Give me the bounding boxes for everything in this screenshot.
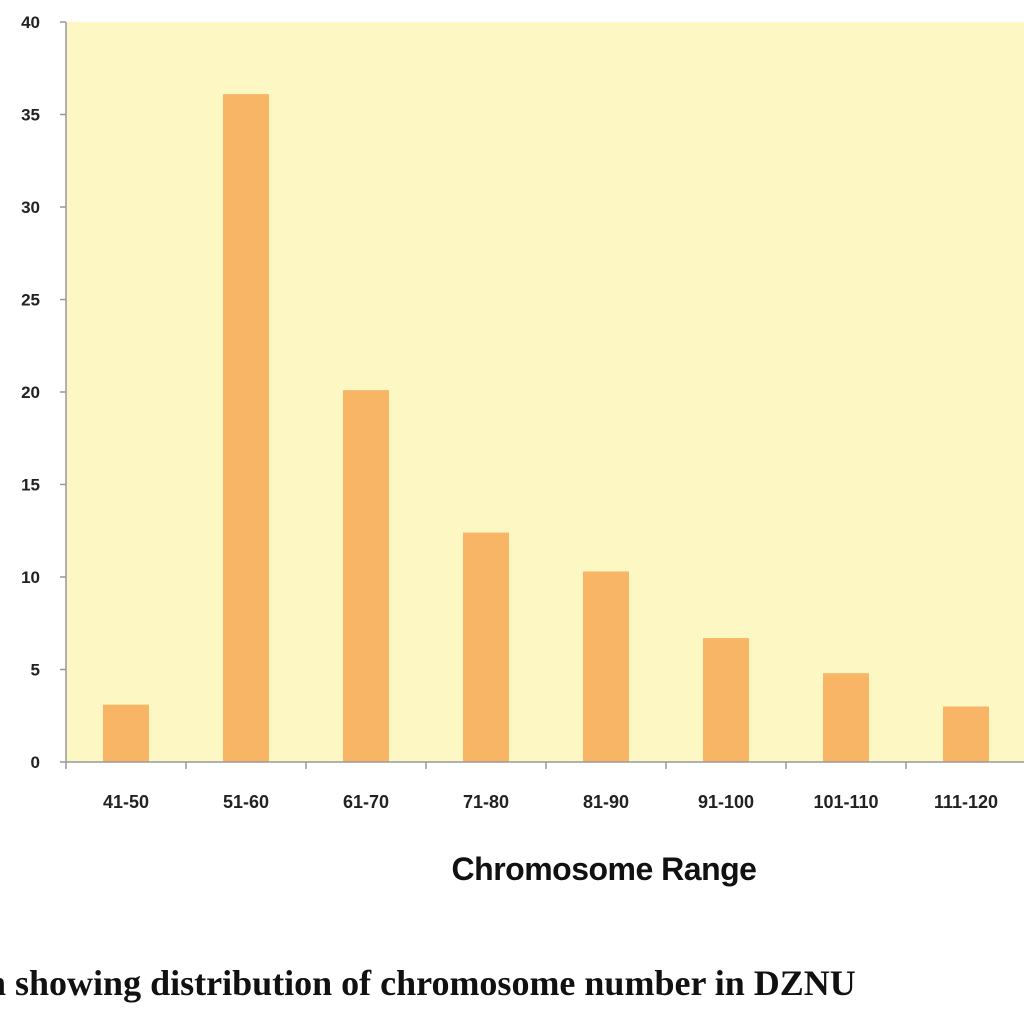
bar-81-90 <box>583 571 629 762</box>
x-axis-label: Chromosome Range <box>452 851 757 887</box>
y-tick-labels: 0 5 10 15 20 25 30 35 40 <box>21 13 40 772</box>
bar-41-50 <box>103 704 149 762</box>
bar-51-60 <box>223 94 269 762</box>
x-tick-label: 41-50 <box>103 792 149 812</box>
x-tick-label: 111-120 <box>934 792 998 812</box>
y-tick-label: 40 <box>21 13 40 32</box>
x-tick-label: 61-70 <box>343 792 389 812</box>
y-tick-label: 10 <box>21 568 40 587</box>
bars <box>103 94 989 762</box>
bar-61-70 <box>343 390 389 762</box>
y-tick-label: 25 <box>21 291 40 310</box>
x-tick-label: 101-110 <box>813 792 878 812</box>
x-tick-label: 71-80 <box>463 792 509 812</box>
y-tick-label: 5 <box>31 661 40 680</box>
bar-101-110 <box>823 673 869 762</box>
y-tick-label: 20 <box>21 383 40 402</box>
plot-area <box>66 22 1024 762</box>
x-tick-label: 51-60 <box>223 792 269 812</box>
bar-71-80 <box>463 532 509 762</box>
y-tick-label: 30 <box>21 198 40 217</box>
figure-caption: h showing distribution of chromosome num… <box>0 963 856 1003</box>
axes <box>60 21 1024 769</box>
bar-91-100 <box>703 638 749 762</box>
y-tick-label: 15 <box>21 476 40 495</box>
y-tick-label: 35 <box>21 106 40 125</box>
x-tick-labels: 41-50 51-60 61-70 71-80 81-90 91-100 101-110 11… <box>103 792 998 812</box>
x-tick-label: 91-100 <box>698 792 754 812</box>
x-tick-label: 81-90 <box>583 792 629 812</box>
y-tick-label: 0 <box>31 753 40 772</box>
bar-111-120 <box>943 706 989 762</box>
